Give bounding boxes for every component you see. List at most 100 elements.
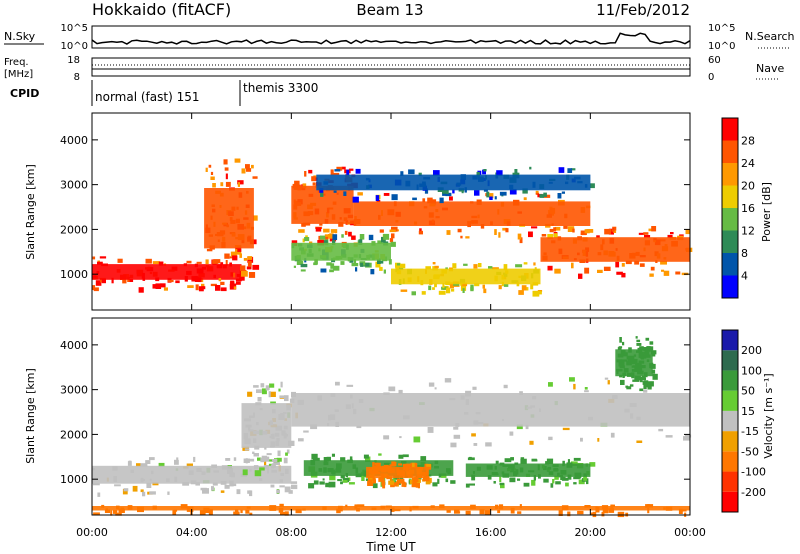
velocity-cell xyxy=(642,375,646,380)
velocity-cell xyxy=(647,383,651,387)
velocity-cell xyxy=(636,440,643,443)
power-cell xyxy=(224,167,229,171)
velocity-cell xyxy=(378,453,382,456)
velocity-cell xyxy=(577,510,584,515)
velocity-cell xyxy=(391,461,396,465)
velocity-colorbar-tick: 15 xyxy=(741,405,755,418)
power-cell xyxy=(400,289,408,292)
velocity-cell xyxy=(93,512,100,516)
velocity-cell xyxy=(336,508,341,514)
power-cell xyxy=(460,235,463,239)
power-cell xyxy=(503,264,508,271)
power-cell xyxy=(225,260,228,266)
velocity-cell xyxy=(646,346,651,352)
power-cell xyxy=(400,263,406,269)
power-cell xyxy=(639,263,645,267)
cpid-segment-1: normal (fast) 151 xyxy=(95,90,199,104)
nsky-label: N.Sky xyxy=(4,30,36,43)
power-cell xyxy=(494,196,497,200)
power-cell xyxy=(408,169,415,175)
power-cell xyxy=(323,240,328,244)
velocity-cell xyxy=(651,369,656,374)
velocity-cell xyxy=(683,436,690,441)
power-cell xyxy=(518,290,524,295)
velocity-cell xyxy=(269,383,275,388)
velocity-cell xyxy=(402,463,407,467)
station-title: Hokkaido (fitACF) xyxy=(92,0,231,19)
velocity-cell xyxy=(225,458,231,461)
power-cell xyxy=(163,287,168,291)
velocity-cell xyxy=(567,474,572,480)
power-cell xyxy=(296,260,304,265)
power-cell xyxy=(328,234,334,239)
power-cell xyxy=(375,195,380,201)
velocity-cell xyxy=(634,375,641,381)
power-cell xyxy=(308,169,313,174)
power-cell xyxy=(675,271,681,275)
power-cell xyxy=(553,227,557,232)
power-cell xyxy=(332,172,340,175)
velocity-cell xyxy=(617,511,625,518)
power-colorbar-tick: 12 xyxy=(741,225,755,238)
power-cell xyxy=(333,190,337,193)
velocity-cell xyxy=(303,430,309,433)
power-cell xyxy=(525,287,529,291)
power-cell xyxy=(359,234,365,240)
velocity-cell xyxy=(136,463,141,467)
velocity-cell xyxy=(610,432,615,438)
nsearch-tick-top: 10^5 xyxy=(708,23,735,34)
power-cell xyxy=(561,191,565,194)
power-cell xyxy=(225,173,228,180)
power-colorbar-tick: 8 xyxy=(741,247,748,260)
velocity-cell xyxy=(604,377,609,380)
velocity-colorbar-step xyxy=(722,370,738,391)
velocity-cell xyxy=(453,434,461,439)
power-colorbar-tick: 24 xyxy=(741,157,755,170)
power-ylabel: Slant Range [km] xyxy=(24,164,37,260)
velocity-cell xyxy=(172,510,177,516)
velocity-cell xyxy=(510,457,514,461)
velocity-colorbar-tick: 100 xyxy=(741,364,762,377)
power-cell xyxy=(584,267,590,274)
velocity-cell xyxy=(639,388,644,392)
power-cell xyxy=(197,279,200,282)
velocity-cell xyxy=(413,436,421,443)
velocity-colorbar-tick: -100 xyxy=(741,466,766,479)
power-cell xyxy=(216,264,223,269)
velocity-cell xyxy=(509,431,514,436)
power-colorbar-tick: 16 xyxy=(741,202,755,215)
velocity-cell xyxy=(140,463,148,467)
velocity-cell xyxy=(548,436,553,441)
power-ytick-label: 1000 xyxy=(60,268,88,281)
power-cell xyxy=(515,264,523,268)
velocity-colorbar-step xyxy=(722,451,738,472)
power-cell xyxy=(432,262,436,265)
power-cell xyxy=(225,181,231,187)
velocity-cell xyxy=(533,459,538,462)
velocity-cell xyxy=(212,482,218,486)
power-cell xyxy=(379,266,383,271)
power-region-3 xyxy=(353,201,591,226)
power-cell xyxy=(612,226,617,231)
velocity-cell xyxy=(608,508,615,513)
power-cell xyxy=(375,261,381,268)
x-tick-label: 00:00 xyxy=(76,526,108,539)
power-cell xyxy=(533,262,536,266)
velocity-cell xyxy=(270,484,275,488)
velocity-cell xyxy=(186,463,193,467)
power-region-0 xyxy=(92,264,242,280)
power-cell xyxy=(346,169,350,176)
nsky-tick-top: 10^5 xyxy=(61,23,88,34)
velocity-cell xyxy=(622,375,625,378)
velocity-cell xyxy=(525,424,529,430)
velocity-cell xyxy=(388,386,396,392)
power-cell xyxy=(298,229,305,233)
velocity-cell xyxy=(573,482,577,485)
x-tick-label: 20:00 xyxy=(574,526,606,539)
velocity-cell xyxy=(516,424,523,430)
power-cell xyxy=(474,190,480,196)
freq-tick-top: 18 xyxy=(67,55,80,66)
power-cell xyxy=(202,286,206,290)
power-cell xyxy=(311,176,316,182)
power-cell xyxy=(241,271,248,277)
